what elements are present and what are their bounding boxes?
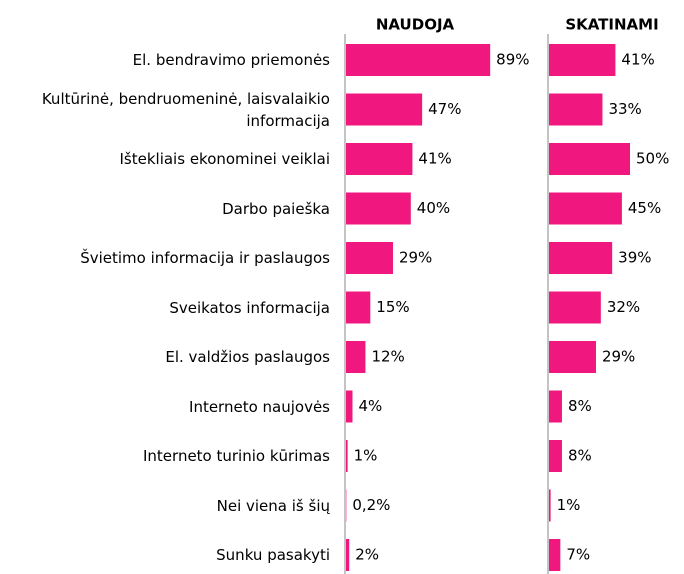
bar [549,341,596,373]
value-label: 2% [355,546,379,564]
value-label: 7% [566,546,590,564]
category-label: Ištekliais ekonominei veiklai [119,150,331,168]
category-label: Sveikatos informacija [169,298,330,317]
value-label: 41% [418,150,451,168]
value-label: 32% [607,298,640,316]
category-label: Interneto turinio kūrimas [143,447,330,465]
bar [549,539,561,571]
category-label: El. valdžios paslaugos [165,348,330,366]
value-label: 1% [557,496,581,514]
category-label: El. bendravimo priemonės [132,51,330,69]
bar [346,440,348,472]
value-label: 29% [399,249,432,267]
bar [549,143,630,175]
category-label: Nei viena iš šių [216,496,330,515]
bar [346,390,353,423]
bar [346,539,350,571]
category-label: Interneto naujovės [189,397,330,416]
value-label: 12% [371,348,404,366]
bar [549,242,613,274]
bar [549,440,562,472]
value-label: 4% [358,397,382,415]
value-label: 1% [354,447,378,465]
value-label: 39% [618,249,651,267]
value-label: 50% [636,150,669,168]
bar [549,192,622,225]
bar [549,489,551,522]
bar [549,44,616,76]
value-label: 33% [608,100,641,118]
bar [346,291,371,324]
bar [346,341,366,373]
category-label: Švietimo informacija ir paslaugos [80,249,330,267]
value-label: 0,2% [352,496,390,514]
bar [549,291,601,324]
value-label: 29% [602,348,635,366]
bar [346,242,393,274]
value-label: 8% [568,447,592,465]
bar [549,93,603,126]
value-label: 8% [568,397,592,415]
category-label: Sunku pasakyti [216,546,330,564]
value-label: 40% [417,199,450,217]
bar [346,192,411,225]
value-label: 15% [376,298,409,316]
category-label: Kultūrinė, bendruomeninė, laisvalaikio i… [41,89,330,130]
category-label: Darbo paieška [222,199,330,218]
panel-title: NAUDOJA [376,16,455,34]
bar [346,93,423,126]
bar [549,390,562,423]
panel-title: SKATINAMI [565,16,658,34]
value-label: 41% [621,51,654,69]
bar [346,44,491,76]
value-label: 47% [428,100,461,118]
value-label: 89% [496,51,529,69]
bar [346,143,413,175]
value-label: 45% [628,199,661,217]
